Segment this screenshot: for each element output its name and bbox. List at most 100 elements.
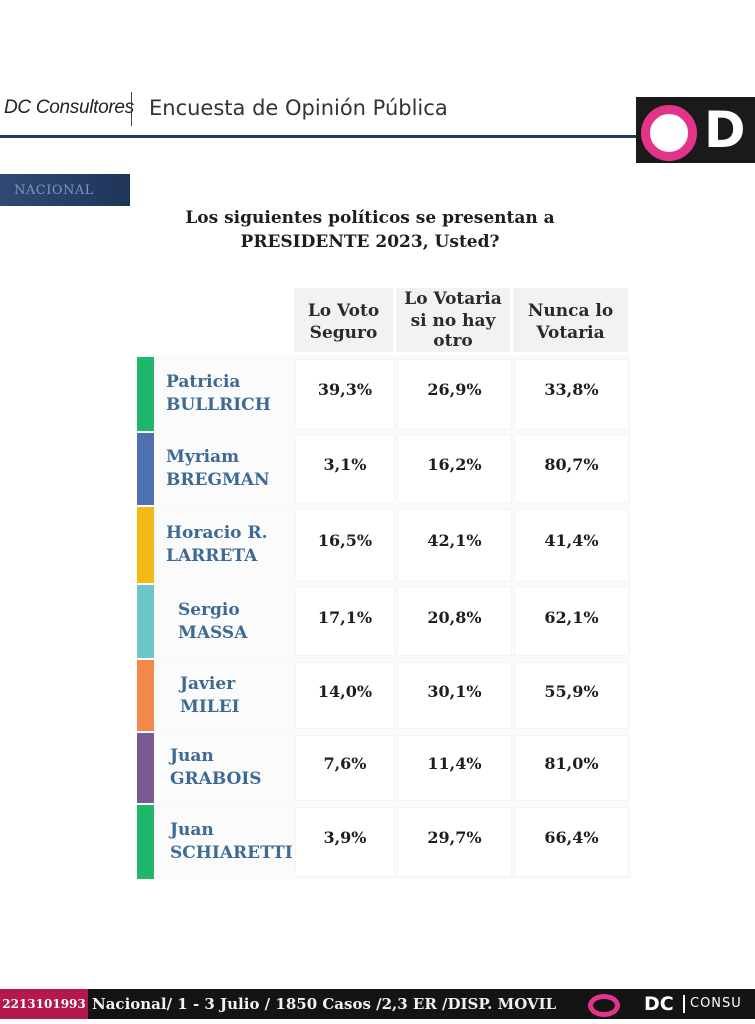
value-cell <box>398 360 511 428</box>
brand-name: DC Consultores <box>4 97 134 118</box>
table-row: Juan GRABOIS 7,6% 11,4% 81,0% <box>137 733 630 803</box>
party-color-bar <box>137 357 154 431</box>
percentage-value: 55,9% <box>544 682 599 701</box>
footer-logo-ring-icon <box>588 994 620 1017</box>
candidate-last-name: BREGMAN <box>166 470 270 490</box>
column-header-voto-seguro: Lo Voto Seguro <box>294 288 393 352</box>
value-cell <box>515 808 628 876</box>
value-cell <box>515 736 628 800</box>
percentage-value: 16,2% <box>427 455 482 474</box>
value-cell <box>398 736 511 800</box>
value-cell <box>296 436 394 502</box>
candidate-name: Juan SCHIARETTI <box>170 819 293 865</box>
candidate-last-name: MASSA <box>178 623 248 643</box>
candidate-last-name: GRABOIS <box>170 769 262 789</box>
value-cell <box>296 510 394 580</box>
footer-logo-separator <box>683 995 685 1013</box>
value-cell <box>296 736 394 800</box>
candidate-last-name: MILEI <box>180 697 240 717</box>
value-cell <box>515 360 628 428</box>
question-line-1: Los siguientes políticos se presentan a <box>185 208 555 228</box>
value-cell <box>515 588 628 655</box>
percentage-value: 29,7% <box>427 828 482 847</box>
candidate-first-name: Patricia <box>166 372 241 392</box>
party-color-bar <box>137 660 154 731</box>
table-row: Javier MILEI 14,0% 30,1% 55,9% <box>137 660 630 731</box>
value-cell <box>296 588 394 655</box>
value-cell <box>296 360 394 428</box>
header-rule <box>0 135 640 138</box>
table-row: Myriam BREGMAN 3,1% 16,2% 80,7% <box>137 433 630 505</box>
percentage-value: 16,5% <box>317 531 373 550</box>
candidate-first-name: Myriam <box>166 447 240 467</box>
value-cell <box>398 808 511 876</box>
section-badge-label: NACIONAL <box>14 183 94 198</box>
value-cell <box>296 663 394 728</box>
column-header-line: si no hay <box>410 311 496 331</box>
footer: 2213101993 Nacional/ 1 - 3 Julio / 1850 … <box>0 989 755 1019</box>
percentage-value: 20,8% <box>427 608 482 627</box>
percentage-value: 39,3% <box>317 380 373 399</box>
question-line-2: PRESIDENTE 2023, Usted? <box>240 232 500 252</box>
column-header-line: Lo Voto <box>307 301 380 321</box>
candidate-last-name: SCHIARETTI <box>170 843 293 863</box>
candidate-name: Javier MILEI <box>180 673 240 719</box>
table-row: Sergio MASSA 17,1% 20,8% 62,1% <box>137 585 630 658</box>
footer-phone: 2213101993 <box>0 989 88 1019</box>
percentage-value: 14,0% <box>317 682 373 701</box>
table-row: Juan SCHIARETTI 3,9% 29,7% 66,4% <box>137 805 630 879</box>
value-cell <box>515 663 628 728</box>
candidate-last-name: LARRETA <box>166 546 258 566</box>
candidate-name: Juan GRABOIS <box>170 745 262 791</box>
percentage-value: 33,8% <box>544 380 599 399</box>
table-row: Patricia BULLRICH 39,3% 26,9% 33,8% <box>137 357 630 431</box>
column-header-votaria-si-no-hay-otro: Lo Votaria si no hay otro <box>396 288 510 352</box>
candidate-name: Myriam BREGMAN <box>166 446 270 492</box>
footer-logo-consu: CONSU <box>690 996 742 1011</box>
value-cell <box>398 588 511 655</box>
candidate-first-name: Juan <box>170 820 214 840</box>
party-color-bar <box>137 733 154 803</box>
candidate-first-name: Juan <box>170 746 214 766</box>
percentage-value: 41,4% <box>544 531 599 550</box>
candidate-last-name: BULLRICH <box>166 395 271 415</box>
column-header-line: Seguro <box>309 323 378 343</box>
logo-ring-icon <box>641 105 697 161</box>
value-cell <box>398 510 511 580</box>
column-header-nunca-lo-votaria: Nunca lo Votaria <box>513 288 628 352</box>
value-cell <box>515 510 628 580</box>
party-color-bar <box>137 585 154 658</box>
percentage-value: 42,1% <box>427 531 482 550</box>
percentage-value: 11,4% <box>427 754 482 773</box>
logo: D <box>636 97 755 163</box>
footer-logo-dc: DC <box>644 993 674 1015</box>
party-color-bar <box>137 433 154 505</box>
candidate-name: Horacio R. LARRETA <box>166 522 268 568</box>
percentage-value: 26,9% <box>427 380 482 399</box>
column-header-line: Votaria <box>536 323 605 343</box>
candidate-first-name: Horacio R. <box>166 523 268 543</box>
percentage-value: 3,1% <box>323 455 367 474</box>
percentage-value: 17,1% <box>317 608 373 627</box>
candidate-name: Sergio MASSA <box>178 599 247 645</box>
value-cell <box>515 436 628 502</box>
header-separator <box>131 92 132 126</box>
value-cell <box>296 808 394 876</box>
table-row: Horacio R. LARRETA 16,5% 42,1% 41,4% <box>137 507 630 583</box>
page-title: Encuesta de Opinión Pública <box>149 96 448 120</box>
question: Los siguientes políticos se presentan a … <box>160 206 580 254</box>
section-badge: NACIONAL <box>0 174 130 206</box>
percentage-value: 80,7% <box>544 455 599 474</box>
party-color-bar <box>137 805 154 879</box>
percentage-value: 3,9% <box>323 828 367 847</box>
footer-info: Nacional/ 1 - 3 Julio / 1850 Casos /2,3 … <box>92 995 557 1013</box>
candidate-first-name: Javier <box>180 674 236 694</box>
candidate-first-name: Sergio <box>178 600 240 620</box>
candidate-name: Patricia BULLRICH <box>166 371 271 417</box>
percentage-value: 66,4% <box>544 828 599 847</box>
value-cell <box>398 436 511 502</box>
value-cell <box>398 663 511 728</box>
percentage-value: 81,0% <box>544 754 599 773</box>
column-header-line: otro <box>433 331 473 351</box>
percentage-value: 62,1% <box>544 608 599 627</box>
